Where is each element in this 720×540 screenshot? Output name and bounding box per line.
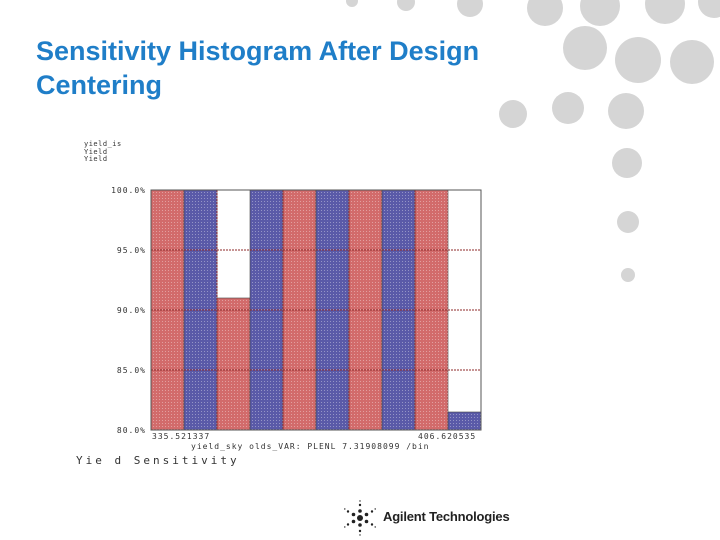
chart-legend: yield_is Yield Yield — [84, 140, 122, 164]
company-logo-text: Agilent Technologies — [383, 509, 510, 524]
y-tick-label: 100.0% — [111, 186, 146, 195]
legend-entry: yield_is — [84, 140, 122, 148]
legend-entry: Yield — [84, 147, 108, 156]
y-tick-label: 80.0% — [116, 426, 146, 435]
legend-entry: Yield — [84, 155, 108, 163]
y-tick-label: 90.0% — [116, 306, 146, 315]
histogram-bar-texture — [217, 298, 250, 430]
y-tick-label: 85.0% — [116, 366, 146, 375]
histogram-bar-texture — [448, 412, 481, 430]
x-axis-label: yield_sky olds_VAR: PLENL 7.31908099 /bi… — [191, 442, 430, 451]
x-end-label: 406.620535 — [418, 432, 477, 441]
y-tick-label: 95.0% — [116, 246, 146, 255]
agilent-spark-icon — [344, 500, 376, 536]
plot-frame — [150, 189, 482, 431]
x-start-label: 335.521337 — [152, 432, 211, 441]
slide-title: Sensitivity Histogram After Design Cente… — [36, 36, 480, 100]
chart-caption: Yie d Sensitivity — [76, 454, 240, 467]
